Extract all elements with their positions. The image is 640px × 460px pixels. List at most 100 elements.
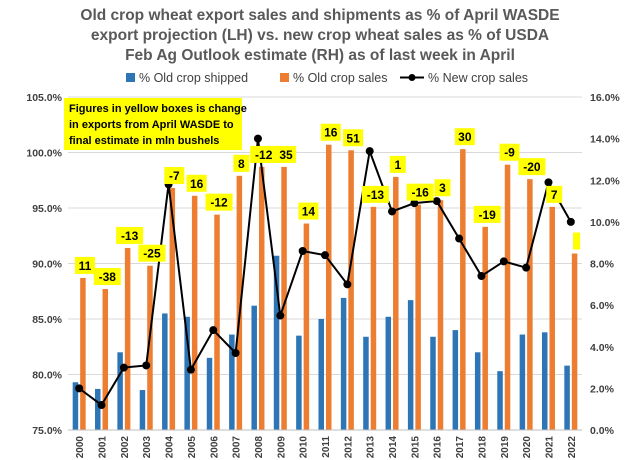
bar-old-crop-sales (393, 176, 399, 430)
bar-old-crop-sales (147, 265, 153, 430)
x-tick-label: 2019 (500, 436, 511, 459)
bar-old-crop-shipped (474, 352, 481, 430)
x-tick-label: 2009 (276, 436, 287, 459)
new-crop-sales-line (78, 138, 572, 407)
yellow-label-box (164, 167, 185, 185)
x-tick-label: 2018 (477, 436, 488, 459)
new-crop-sales-point (522, 263, 531, 272)
left-tick-label: 90.0% (32, 259, 62, 271)
new-crop-sales-point (388, 207, 397, 216)
yellow-label-box (186, 174, 207, 192)
new-crop-sales-point (97, 401, 106, 410)
yellow-label-text: -25 (143, 247, 161, 261)
yellow-label-text: -20 (523, 160, 541, 174)
x-tick-label: 2005 (187, 436, 198, 459)
bar-old-crop-shipped (162, 313, 168, 430)
bar-old-crop-shipped (385, 316, 392, 430)
x-tick-label: 2001 (98, 436, 109, 459)
yellow-label-text: -7 (169, 169, 180, 183)
right-tick-label: 8.0% (590, 259, 615, 271)
new-crop-sales-point (142, 361, 151, 370)
bar-old-crop-shipped (519, 334, 526, 430)
yellow-label-text: 1 (394, 158, 401, 172)
bar-old-crop-shipped (95, 388, 101, 430)
right-tick-label: 12.0% (590, 175, 620, 187)
bar-old-crop-sales (214, 214, 220, 430)
new-crop-sales-point (455, 234, 464, 243)
right-tick-label: 16.0% (590, 92, 620, 104)
bar-old-crop-sales (80, 277, 86, 430)
bar-old-crop-shipped (184, 316, 190, 430)
yellow-label-box (499, 143, 520, 161)
yellow-label-box (320, 123, 341, 141)
right-tick-label: 2.0% (590, 383, 615, 395)
bar-old-crop-shipped (251, 305, 257, 430)
bars (68, 144, 582, 431)
bar-old-crop-shipped (564, 365, 570, 430)
left-axis: 75.0% 80.0% 85.0% 90.0% 95.0% 100.0% 105.0% (26, 92, 62, 437)
x-tick-label: 2004 (165, 436, 176, 459)
legend-marker-new-crop (408, 74, 416, 81)
yellow-label-box (250, 145, 278, 163)
yellow-label-text: 30 (458, 130, 472, 144)
bar-old-crop-shipped (340, 297, 347, 430)
new-crop-sales-point (499, 257, 508, 266)
yellow-label-box (518, 158, 546, 176)
bar-old-crop-sales (191, 195, 198, 430)
chart-title-line: Feb Ag Outlook estimate (RH) as of last … (125, 47, 515, 64)
chart-title-line: Old crop wheat export sales and shipment… (80, 7, 559, 24)
yellow-label-box (389, 155, 406, 173)
yellow-label-text: -16 (411, 186, 429, 200)
note-line: in exports from April WASDE to (69, 119, 234, 131)
right-tick-label: 10.0% (590, 217, 620, 229)
bar-old-crop-sales (326, 144, 332, 431)
bar-old-crop-sales (258, 166, 265, 430)
right-tick-label: 14.0% (590, 134, 620, 146)
yellow-label-box (93, 268, 121, 286)
yellow-label-text: 51 (346, 131, 360, 145)
legend-swatch-sales (280, 73, 289, 82)
new-crop-sales-point (343, 280, 352, 289)
legend-label-new-crop: % New crop sales (428, 71, 528, 85)
bar-old-crop-sales (303, 223, 310, 430)
bar-old-crop-shipped (296, 335, 302, 430)
x-axis: 2000 2001 2002 2003 2004 2005 2006 2007 2008 2009… (75, 436, 578, 459)
bar-old-crop-shipped (72, 382, 79, 430)
bar-old-crop-sales (415, 204, 421, 430)
yellow-labels: 11 -38 -13 -25 -7 16 -12 8 -12 35 14 16 51 -13 1 -16 3 30… (74, 123, 581, 286)
bar-old-crop-sales (571, 253, 578, 430)
new-crop-sales-point (410, 199, 419, 208)
legend-swatch-shipped (126, 73, 135, 82)
x-tick-label: 2008 (254, 436, 265, 459)
x-tick-label: 2011 (321, 436, 332, 458)
bar-old-crop-sales (281, 166, 287, 430)
yellow-label-text: -19 (479, 208, 497, 222)
x-tick-label: 2006 (209, 436, 220, 459)
chart-title: Old crop wheat export sales and shipment… (80, 7, 559, 64)
new-crop-sales-point (544, 178, 553, 187)
yellow-label-box (361, 185, 389, 203)
new-crop-sales-point (298, 247, 307, 256)
bar-old-crop-shipped (206, 357, 213, 430)
yellow-label-text: -13 (121, 229, 139, 243)
x-tick-label: 2022 (567, 436, 578, 459)
yellow-label-box (343, 129, 364, 147)
new-crop-sales-point (253, 134, 262, 143)
new-crop-sales-point (119, 363, 128, 372)
yellow-label-text: 8 (238, 157, 245, 171)
bar-old-crop-sales (482, 226, 488, 430)
new-crop-sales-point (365, 147, 374, 156)
yellow-label-box (138, 244, 166, 262)
bar-old-crop-sales (370, 206, 377, 430)
left-tick-label: 100.0% (26, 148, 62, 160)
bar-old-crop-shipped (363, 336, 369, 430)
x-tick-label: 2007 (232, 436, 243, 459)
yellow-label-box (434, 179, 451, 197)
yellow-label-text: 14 (302, 205, 316, 219)
x-tick-label: 2020 (522, 436, 533, 459)
yellow-label-text: -9 (504, 146, 515, 160)
left-tick-label: 105.0% (26, 92, 62, 104)
new-crop-sales-point (321, 251, 329, 260)
x-tick-label: 2003 (142, 436, 153, 459)
legend-label-shipped: % Old crop shipped (139, 71, 248, 85)
